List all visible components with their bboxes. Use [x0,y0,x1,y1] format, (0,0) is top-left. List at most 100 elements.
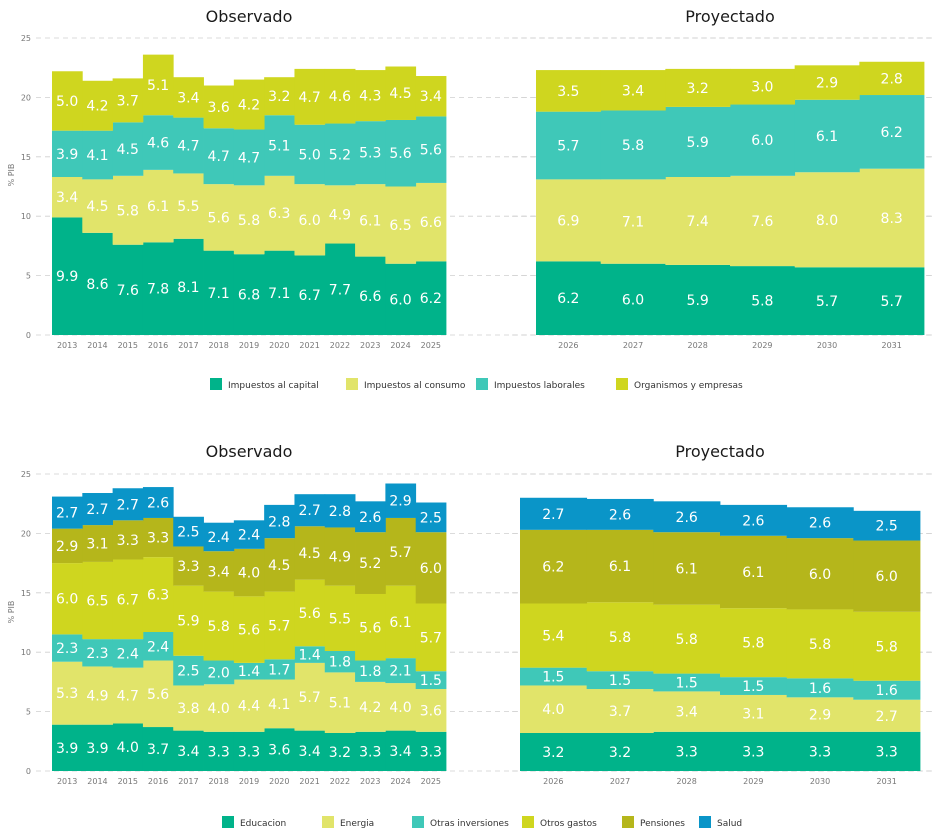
bar-segment [600,110,666,180]
data-label: 2.9 [56,539,78,555]
bar-segment [794,267,860,335]
data-label: 3.0 [751,80,773,96]
data-label: 3.3 [177,559,199,575]
data-label: 1.6 [809,681,831,697]
data-label: 5.8 [117,203,139,219]
bar-segment [324,585,356,652]
bar-segment [665,68,731,107]
legend-label: Salud [717,819,742,829]
bar-segment [586,602,654,672]
data-label: 5.6 [420,143,442,159]
bar-segment [385,683,417,731]
data-label: 2.3 [56,641,78,657]
data-label: 2.8 [329,504,351,520]
bar-segment [233,185,265,255]
x-tick-label: 2025 [421,341,441,350]
legend-swatch [322,816,334,828]
data-label: 5.8 [809,637,831,653]
x-tick-label: 2015 [118,341,138,350]
bar-segment [720,504,788,536]
x-tick-label: 2020 [269,341,289,350]
bar-segment [853,699,921,732]
data-label: 6.9 [557,213,579,229]
data-label: 4.1 [268,697,290,713]
bar-segment [173,585,204,656]
data-label: 5.5 [177,199,199,215]
bar-segment [859,95,925,169]
data-label: 4.0 [117,740,139,756]
bar-segment [233,662,265,680]
x-tick-label: 2016 [148,341,168,350]
legend-label: Otras inversiones [430,819,509,829]
bar-segment [324,651,356,673]
data-label: 5.8 [751,294,773,310]
data-label: 4.7 [117,689,139,705]
x-tick-label: 2026 [543,777,563,786]
panel-title: Proyectado [675,442,765,461]
legend-swatch [699,816,711,828]
data-label: 4.6 [329,89,351,105]
bar-segment [82,561,114,640]
y-tick-label: 25 [21,470,31,479]
data-label: 5.3 [56,686,78,702]
data-label: 7.6 [751,214,773,230]
legend-swatch [346,378,358,390]
bar-segment [859,61,925,96]
data-label: 4.0 [542,702,564,718]
bar-segment [112,520,144,560]
data-label: 5.1 [329,696,351,712]
bar-segment [82,525,114,562]
bar-segment [233,596,265,663]
bar-segment [586,732,654,771]
data-label: 1.8 [329,655,351,671]
data-label: 2.4 [147,639,169,655]
bar-segment [173,685,204,731]
data-label: 6.7 [298,288,320,304]
x-tick-label: 2029 [743,777,763,786]
data-label: 3.7 [117,93,139,109]
data-label: 4.4 [238,699,260,715]
bar-segment [794,172,860,268]
data-label: 2.9 [816,76,838,92]
bar-segment [720,677,788,695]
data-label: 2.4 [238,528,260,544]
data-label: 3.3 [809,744,831,760]
legend-swatch [210,378,222,390]
bar-segment [82,639,114,667]
data-label: 3.1 [742,706,764,722]
bar-segment [233,731,265,771]
bar-segment [653,532,721,605]
x-tick-label: 2017 [178,341,198,350]
data-label: 4.2 [238,98,260,114]
data-label: 3.7 [609,704,631,720]
bar-segment [294,255,326,335]
bar-segment [653,604,721,674]
bar-segment [203,128,235,185]
data-label: 9.9 [56,269,78,285]
bar-segment [52,563,83,635]
bar-segment [385,483,417,518]
data-label: 6.2 [542,560,564,576]
bar-segment [385,585,417,659]
bar-segment [52,496,83,529]
bar-segment [52,724,83,771]
data-label: 4.7 [238,150,260,166]
bar-segment [203,522,235,552]
data-label: 4.7 [208,149,230,165]
data-label: 2.9 [389,494,411,510]
bar-segment [294,68,326,125]
data-label: 7.6 [117,283,139,299]
bar-segment [730,68,796,105]
bar-segment [853,611,921,681]
data-label: 4.9 [329,207,351,223]
legend-label: Impuestos laborales [494,381,585,391]
legend-swatch [476,378,488,390]
data-label: 3.1 [86,536,108,552]
bar-segment [112,175,144,245]
bar-segment [142,115,174,170]
bar-segment [52,634,83,662]
data-label: 2.6 [147,496,169,512]
data-label: 5.7 [268,618,290,634]
bar-segment [82,80,114,131]
data-label: 1.5 [742,679,764,695]
